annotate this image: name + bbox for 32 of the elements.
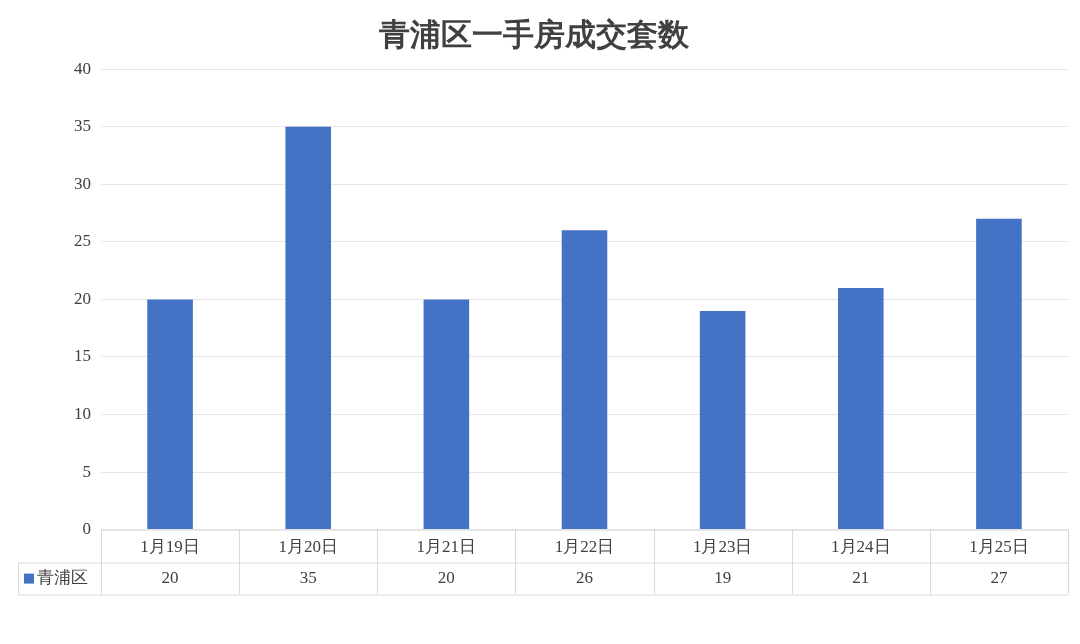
bar	[423, 299, 470, 530]
bar	[699, 310, 746, 530]
y-tick-label: 20	[74, 288, 91, 308]
data-label: 20	[437, 568, 455, 588]
y-tick-label: 5	[82, 461, 91, 481]
y-tick-label: 10	[74, 403, 91, 423]
chart-title: 青浦区一手房成交套数	[378, 16, 690, 52]
y-tick-label: 30	[74, 173, 91, 193]
data-label: 35	[299, 568, 317, 588]
x-tick-label: 1月23日	[692, 537, 753, 557]
data-label: 26	[576, 568, 593, 588]
legend-label: 青浦区	[37, 568, 88, 588]
bar	[837, 287, 884, 530]
y-tick-label: 40	[74, 58, 91, 78]
data-label: 20	[161, 568, 179, 588]
x-tick-label: 1月22日	[554, 537, 615, 557]
y-tick-label: 15	[74, 346, 91, 366]
bar	[285, 126, 332, 530]
data-label: 21	[852, 568, 870, 588]
data-label: 27	[990, 568, 1008, 588]
x-tick-label: 1月19日	[140, 537, 200, 557]
x-tick-label: 1月20日	[278, 537, 338, 557]
bar	[976, 218, 1022, 530]
x-tick-label: 1月25日	[969, 537, 1029, 557]
x-tick-label: 1月21日	[416, 537, 477, 557]
data-label: 19	[714, 568, 732, 588]
bar	[561, 230, 608, 530]
x-tick-label: 1月24日	[831, 537, 891, 557]
y-tick-label: 25	[74, 231, 91, 251]
y-tick-label: 35	[74, 116, 91, 136]
y-tick-label: 0	[82, 519, 91, 539]
bar	[147, 299, 193, 530]
